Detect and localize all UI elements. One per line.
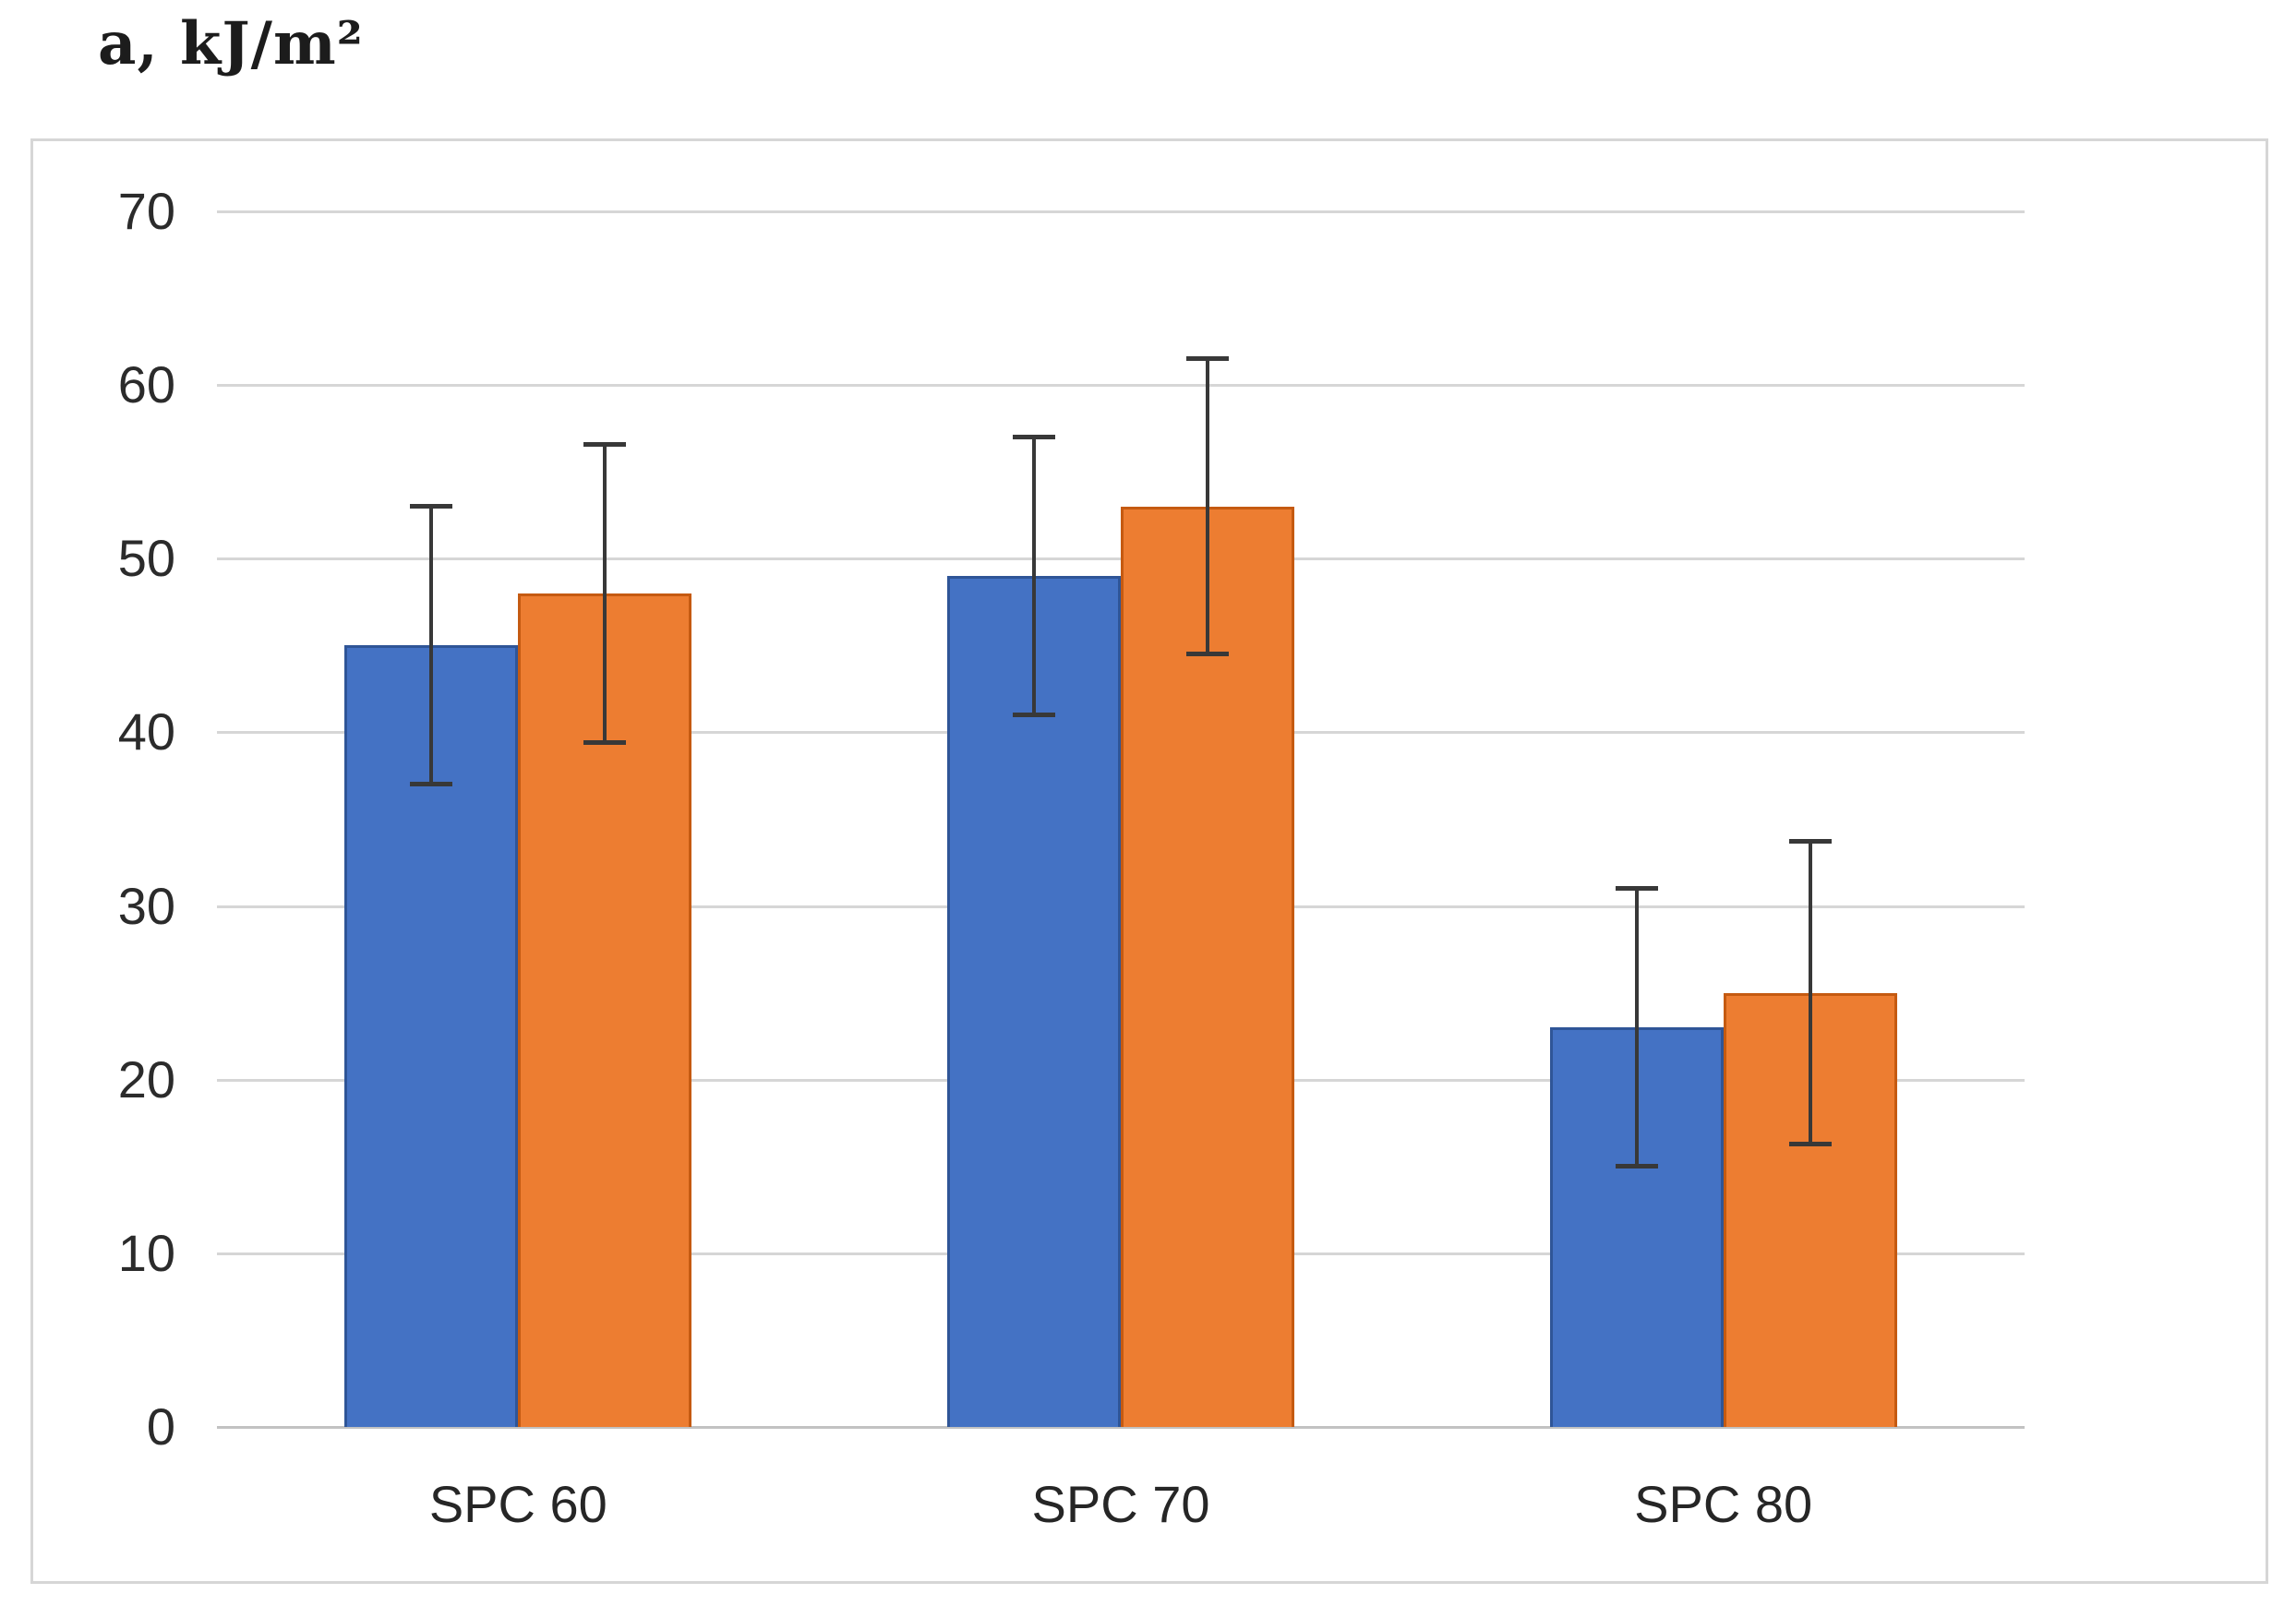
gridline-70 — [217, 210, 2025, 213]
category-label-spc-60: SPC 60 — [428, 1475, 607, 1533]
category-label-spc-70: SPC 70 — [1031, 1475, 1210, 1533]
y-tick-label-10: 10 — [117, 1223, 175, 1282]
y-tick-label-70: 70 — [117, 182, 175, 240]
error-cap-bottom-spc-60-series-1-blue — [410, 782, 453, 787]
error-bar-spc-70-series-2-orange — [1206, 358, 1209, 654]
y-tick-label-0: 0 — [146, 1397, 175, 1456]
error-cap-top-spc-80-series-1-blue — [1615, 886, 1658, 892]
error-bar-spc-70-series-1-blue — [1032, 437, 1036, 715]
error-cap-bottom-spc-80-series-1-blue — [1615, 1164, 1658, 1169]
error-cap-bottom-spc-70-series-2-orange — [1186, 652, 1229, 657]
error-bar-spc-60-series-2-orange — [603, 444, 607, 743]
error-cap-bottom-spc-80-series-2-orange — [1788, 1141, 1832, 1146]
y-tick-label-50: 50 — [117, 529, 175, 588]
error-cap-top-spc-80-series-2-orange — [1788, 839, 1832, 845]
bar-spc-60-series-1-blue — [344, 645, 519, 1427]
error-cap-top-spc-60-series-2-orange — [583, 441, 627, 447]
bar-spc-70-series-2-orange — [1121, 506, 1294, 1427]
error-bar-spc-80-series-2-orange — [1808, 841, 1812, 1145]
y-tick-label-40: 40 — [117, 702, 175, 761]
y-tick-label-60: 60 — [117, 355, 175, 414]
error-cap-top-spc-70-series-1-blue — [1013, 435, 1055, 440]
category-label-spc-80: SPC 80 — [1634, 1475, 1813, 1533]
error-cap-top-spc-70-series-2-orange — [1186, 356, 1229, 362]
error-bar-spc-80-series-1-blue — [1634, 888, 1639, 1167]
chart-title: a, kJ/m² — [98, 9, 364, 78]
y-tick-label-30: 30 — [117, 876, 175, 935]
gridline-60 — [217, 384, 2025, 388]
error-cap-top-spc-60-series-1-blue — [410, 504, 453, 509]
x-axis-line — [217, 1426, 2025, 1429]
y-tick-label-20: 20 — [117, 1049, 175, 1109]
error-cap-bottom-spc-60-series-2-orange — [583, 740, 627, 746]
error-bar-spc-60-series-1-blue — [429, 506, 434, 785]
error-cap-bottom-spc-70-series-1-blue — [1013, 713, 1055, 718]
